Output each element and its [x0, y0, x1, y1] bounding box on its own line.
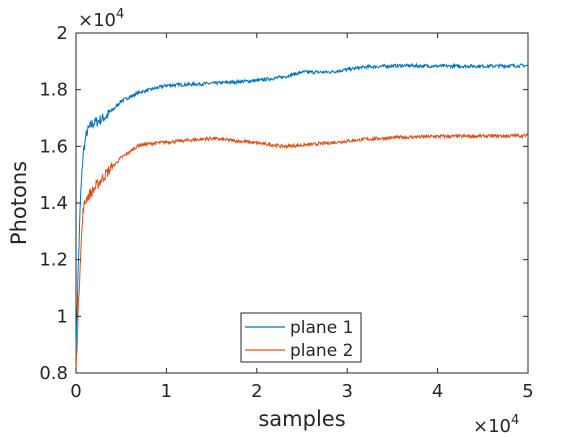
- ticks-layer: 0 1 2 3 4 5 0.8 1 1.2 1.4 1.6 1.8 2: [39, 23, 533, 402]
- y-tick-label: 1.2: [39, 250, 68, 271]
- y-exponent-power: 4: [116, 7, 124, 22]
- y-tick-label: 1.8: [39, 80, 68, 101]
- x-exponent-power: 4: [511, 413, 519, 428]
- legend-label-plane-1: plane 1: [290, 318, 353, 338]
- x-tick-label: 1: [161, 381, 172, 402]
- y-tick-label: 0.8: [39, 363, 68, 384]
- x-tick-label: 3: [341, 381, 352, 402]
- series-line-plane-2: [75, 132, 529, 374]
- x-tick-label: 0: [70, 381, 81, 402]
- series-line-plane-1: [75, 62, 529, 357]
- y-exponent-label: ×104: [78, 7, 124, 31]
- y-tick-label: 1.4: [39, 193, 68, 214]
- x-axis-label: samples: [258, 407, 345, 431]
- legend: plane 1 plane 2: [240, 312, 362, 363]
- y-tick-label: 1: [57, 306, 68, 327]
- x-tick-label: 4: [432, 381, 443, 402]
- x-exponent-label: ×104: [473, 413, 519, 437]
- y-tick-label: 1.6: [39, 136, 68, 157]
- x-exponent-base: ×10: [473, 416, 511, 437]
- legend-box: [240, 312, 362, 363]
- x-tick-label: 5: [522, 381, 533, 402]
- x-tick-label: 2: [251, 381, 262, 402]
- legend-label-plane-2: plane 2: [290, 341, 353, 361]
- series-layer: [75, 62, 529, 374]
- y-tick-label: 2: [57, 23, 68, 44]
- y-axis-label: Photons: [7, 161, 31, 245]
- y-exponent-base: ×10: [78, 10, 116, 31]
